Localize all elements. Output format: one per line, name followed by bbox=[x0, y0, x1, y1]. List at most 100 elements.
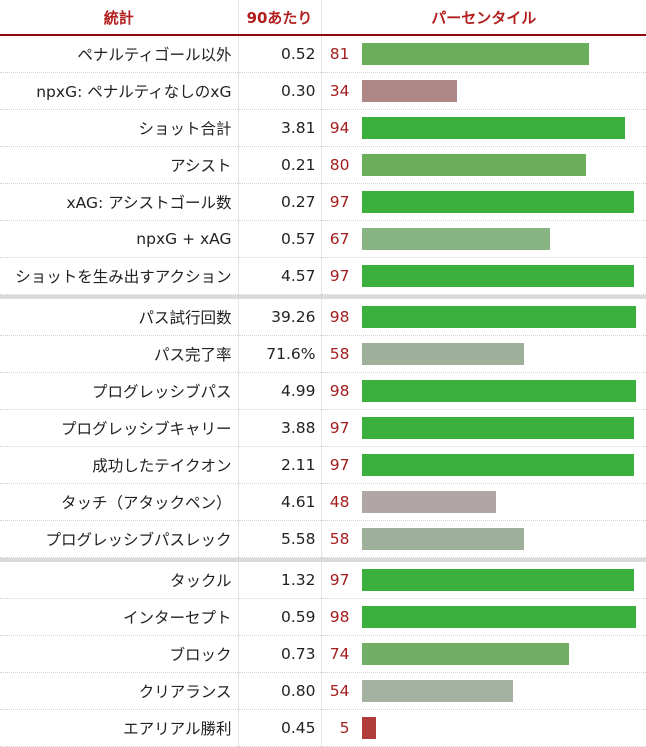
percentile-wrap: 98 bbox=[322, 373, 646, 409]
percentile-wrap: 74 bbox=[322, 636, 646, 672]
percentile-wrap: 54 bbox=[322, 673, 646, 709]
stat-name[interactable]: ブロック bbox=[0, 636, 238, 673]
header-per90[interactable]: 90あたり bbox=[238, 0, 321, 35]
stat-name[interactable]: パス完了率 bbox=[0, 336, 238, 373]
percentile-cell: 98 bbox=[321, 373, 646, 410]
header-stat[interactable]: 統計 bbox=[0, 0, 238, 35]
percentile-value: 74 bbox=[322, 645, 356, 663]
stat-name[interactable]: 成功したテイクオン bbox=[0, 447, 238, 484]
percentile-track bbox=[356, 43, 638, 65]
percentile-track bbox=[356, 417, 638, 439]
percentile-track bbox=[356, 717, 638, 739]
percentile-cell: 48 bbox=[321, 484, 646, 521]
stat-name[interactable]: xAG: アシストゴール数 bbox=[0, 184, 238, 221]
percentile-track bbox=[356, 643, 638, 665]
percentile-cell: 80 bbox=[321, 147, 646, 184]
percentile-value: 58 bbox=[322, 530, 356, 548]
stat-name[interactable]: npxG + xAG bbox=[0, 221, 238, 258]
percentile-track bbox=[356, 80, 638, 102]
stat-name[interactable]: プログレッシブキャリー bbox=[0, 410, 238, 447]
percentile-track bbox=[356, 606, 638, 628]
per90-value: 4.61 bbox=[238, 484, 321, 521]
stat-name[interactable]: インターセプト bbox=[0, 599, 238, 636]
stat-name[interactable]: プログレッシブパスレック bbox=[0, 521, 238, 558]
percentile-value: 98 bbox=[322, 308, 356, 326]
percentile-value: 97 bbox=[322, 456, 356, 474]
percentile-wrap: 80 bbox=[322, 147, 646, 183]
percentile-cell: 67 bbox=[321, 221, 646, 258]
percentile-value: 80 bbox=[322, 156, 356, 174]
percentile-wrap: 48 bbox=[322, 484, 646, 520]
header-percentile[interactable]: パーセンタイル bbox=[321, 0, 646, 35]
percentile-bar bbox=[362, 117, 625, 139]
stat-name[interactable]: エアリアル勝利 bbox=[0, 710, 238, 747]
stat-name[interactable]: クリアランス bbox=[0, 673, 238, 710]
percentile-wrap: 97 bbox=[322, 184, 646, 220]
percentile-value: 97 bbox=[322, 571, 356, 589]
per90-value: 4.99 bbox=[238, 373, 321, 410]
percentile-bar bbox=[362, 417, 634, 439]
per90-value: 0.30 bbox=[238, 73, 321, 110]
percentile-bar bbox=[362, 528, 524, 550]
percentile-bar bbox=[362, 680, 513, 702]
percentile-value: 58 bbox=[322, 345, 356, 363]
per90-value: 3.88 bbox=[238, 410, 321, 447]
stat-name[interactable]: npxG: ペナルティなしのxG bbox=[0, 73, 238, 110]
percentile-bar bbox=[362, 265, 634, 287]
percentile-bar bbox=[362, 717, 376, 739]
percentile-cell: 97 bbox=[321, 184, 646, 221]
percentile-bar bbox=[362, 643, 569, 665]
stat-name[interactable]: パス試行回数 bbox=[0, 299, 238, 336]
percentile-bar bbox=[362, 343, 524, 365]
per90-value: 2.11 bbox=[238, 447, 321, 484]
percentile-bar bbox=[362, 228, 550, 250]
stat-name[interactable]: タックル bbox=[0, 562, 238, 599]
stat-name[interactable]: アシスト bbox=[0, 147, 238, 184]
stat-name[interactable]: プログレッシブパス bbox=[0, 373, 238, 410]
stat-name[interactable]: ペナルティゴール以外 bbox=[0, 35, 238, 73]
percentile-cell: 97 bbox=[321, 258, 646, 295]
stat-name[interactable]: タッチ（アタックペン） bbox=[0, 484, 238, 521]
percentile-bar bbox=[362, 43, 589, 65]
percentile-bar bbox=[362, 154, 586, 176]
percentile-track bbox=[356, 380, 638, 402]
per90-value: 0.27 bbox=[238, 184, 321, 221]
percentile-bar bbox=[362, 454, 634, 476]
percentile-value: 34 bbox=[322, 82, 356, 100]
percentile-wrap: 67 bbox=[322, 221, 646, 257]
percentile-wrap: 81 bbox=[322, 36, 646, 72]
percentile-value: 98 bbox=[322, 382, 356, 400]
percentile-wrap: 94 bbox=[322, 110, 646, 146]
percentile-value: 98 bbox=[322, 608, 356, 626]
per90-value: 0.57 bbox=[238, 221, 321, 258]
stat-name[interactable]: ショット合計 bbox=[0, 110, 238, 147]
percentile-bar bbox=[362, 380, 636, 402]
percentile-wrap: 5 bbox=[322, 710, 646, 746]
percentile-wrap: 97 bbox=[322, 447, 646, 483]
percentile-wrap: 34 bbox=[322, 73, 646, 109]
stat-name[interactable]: ショットを生み出すアクション bbox=[0, 258, 238, 295]
percentile-value: 97 bbox=[322, 419, 356, 437]
percentile-wrap: 98 bbox=[322, 599, 646, 635]
percentile-cell: 58 bbox=[321, 336, 646, 373]
percentile-bar bbox=[362, 606, 636, 628]
percentile-track bbox=[356, 228, 638, 250]
percentile-cell: 74 bbox=[321, 636, 646, 673]
percentile-track bbox=[356, 306, 638, 328]
percentile-bar bbox=[362, 491, 496, 513]
percentile-wrap: 97 bbox=[322, 562, 646, 598]
percentile-track bbox=[356, 680, 638, 702]
per90-value: 0.52 bbox=[238, 35, 321, 73]
